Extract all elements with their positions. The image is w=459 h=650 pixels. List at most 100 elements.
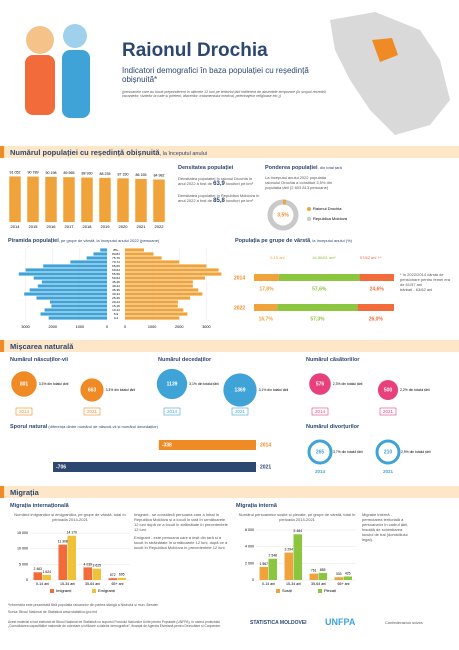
year-label: 2021 — [260, 464, 271, 470]
bar — [70, 260, 107, 264]
bar — [117, 178, 129, 222]
bar — [125, 292, 203, 296]
year-label: 2021 — [87, 409, 98, 414]
y-tick-label: 0 — [26, 578, 28, 582]
value-label: 90 789 — [28, 171, 39, 175]
section-title: Mișcarea naturală — [10, 342, 74, 351]
value: 85,8 — [213, 197, 225, 204]
logo: UNFPA — [325, 617, 356, 627]
year-tag — [15, 407, 33, 416]
bar — [44, 308, 107, 312]
value-label: 4 039 — [84, 562, 93, 566]
bar — [63, 177, 75, 222]
bar — [318, 572, 327, 580]
year-label: 2014 — [19, 409, 30, 414]
bar — [117, 577, 126, 580]
bar — [45, 176, 57, 222]
illustration — [26, 26, 54, 54]
y-tick-label: 50-54 — [112, 276, 120, 280]
x-tick-label: 2021 — [137, 224, 147, 229]
legend-swatch — [318, 589, 322, 593]
text: (diferența dintre numărul de născuți-vii… — [47, 424, 158, 429]
value-label: -338 — [162, 442, 172, 448]
value-label: 695 — [119, 573, 125, 577]
chart: -338 2014 -706 2021 — [53, 440, 271, 472]
value-label: 16,7% — [259, 316, 274, 322]
value-label: 663 — [88, 387, 97, 393]
x-tick-label: 2000 — [48, 325, 56, 329]
x-tick-label: 2015 — [29, 224, 39, 229]
y-tick-label: 75-79 — [112, 256, 120, 260]
heading: Numărul decedaților — [158, 357, 212, 363]
year-tag — [311, 407, 329, 416]
bar — [125, 272, 222, 276]
value-label: 265 — [316, 449, 325, 455]
x-tick-label: 2014 — [11, 224, 21, 229]
value-label: 91 052 — [10, 170, 21, 174]
density-item: Densitatea populației în Republica Moldo… — [178, 193, 260, 206]
bar — [125, 304, 178, 308]
bar — [158, 440, 256, 450]
chart: 0-15 ani 16-56/61 ani* 57/62 ani +* 2014 17,… — [234, 255, 394, 322]
year-tag — [83, 407, 101, 416]
heading: Migrația internă — [236, 503, 277, 509]
value-label: 57,3% — [310, 316, 325, 322]
share-label: 2,3% din totalul țării — [333, 382, 363, 386]
row-label: 2022 — [234, 305, 245, 311]
value-label: 801 — [20, 381, 29, 387]
x-tick-label: 65+ ani — [112, 582, 124, 586]
section-band — [0, 146, 459, 158]
text: Densitatea populației în raionul Drochia… — [178, 176, 253, 186]
legend-label: Emigranți — [98, 588, 115, 593]
share-label: 3,3% din totalul țării — [39, 382, 69, 386]
illustration — [62, 50, 90, 118]
text: , pe grupe de vârstă, la începutul anulu… — [58, 238, 160, 243]
legend-label: Imigranți — [56, 588, 71, 593]
bar — [81, 177, 93, 222]
x-tick-label: 15-34 ani — [286, 582, 301, 586]
bar-segment — [254, 274, 279, 281]
note: (persoanele care au locuit preponderent … — [122, 90, 327, 99]
ring — [375, 439, 401, 465]
x-tick-label: 0-14 ani — [262, 582, 275, 586]
share-label: 2,2% din totalul țării — [400, 388, 430, 392]
legend-swatch — [307, 217, 311, 221]
bar — [18, 272, 107, 276]
y-tick-label: 55-59 — [112, 272, 120, 276]
bar — [125, 268, 219, 272]
bubble — [11, 371, 37, 397]
bar — [41, 280, 107, 284]
bar — [33, 276, 107, 280]
density-list: Densitatea populației în raionul Drochia… — [178, 176, 260, 209]
bar-segment — [357, 304, 394, 311]
bar — [24, 292, 107, 296]
x-tick-label: 2000 — [175, 325, 183, 329]
bar — [83, 567, 92, 580]
value-label: 11 308 — [58, 540, 68, 544]
share-label: 3,3% din totalul țării — [106, 388, 136, 392]
bar — [125, 284, 193, 288]
donut-slice — [267, 199, 299, 231]
ring — [307, 439, 333, 465]
text: , la începutul anului (%) — [310, 238, 352, 243]
x-tick-label: 0 — [124, 325, 126, 329]
text: , la începutul anului — [159, 151, 208, 157]
bar — [67, 535, 76, 580]
y-tick-label: 60-64 — [112, 268, 120, 272]
year-label: 2014 — [167, 409, 178, 414]
bar — [108, 578, 117, 580]
logo: Confederaziun svizra — [385, 620, 423, 625]
bar — [125, 248, 144, 252]
bar — [125, 260, 180, 264]
density-item: Densitatea populației în raionul Drochia… — [178, 176, 260, 189]
y-tick-label: 0 — [252, 578, 254, 582]
year-label: 2021 — [383, 409, 394, 414]
credits: Acest material a fost elaborat de Biroul… — [8, 620, 221, 629]
value-label: 3 625 — [93, 564, 102, 568]
bar — [259, 566, 268, 580]
bar — [284, 552, 293, 580]
subtitle: Indicatori demografici în baza populație… — [122, 66, 309, 84]
bar — [42, 574, 51, 580]
heading: Numărul căsătoriilor — [306, 357, 360, 363]
